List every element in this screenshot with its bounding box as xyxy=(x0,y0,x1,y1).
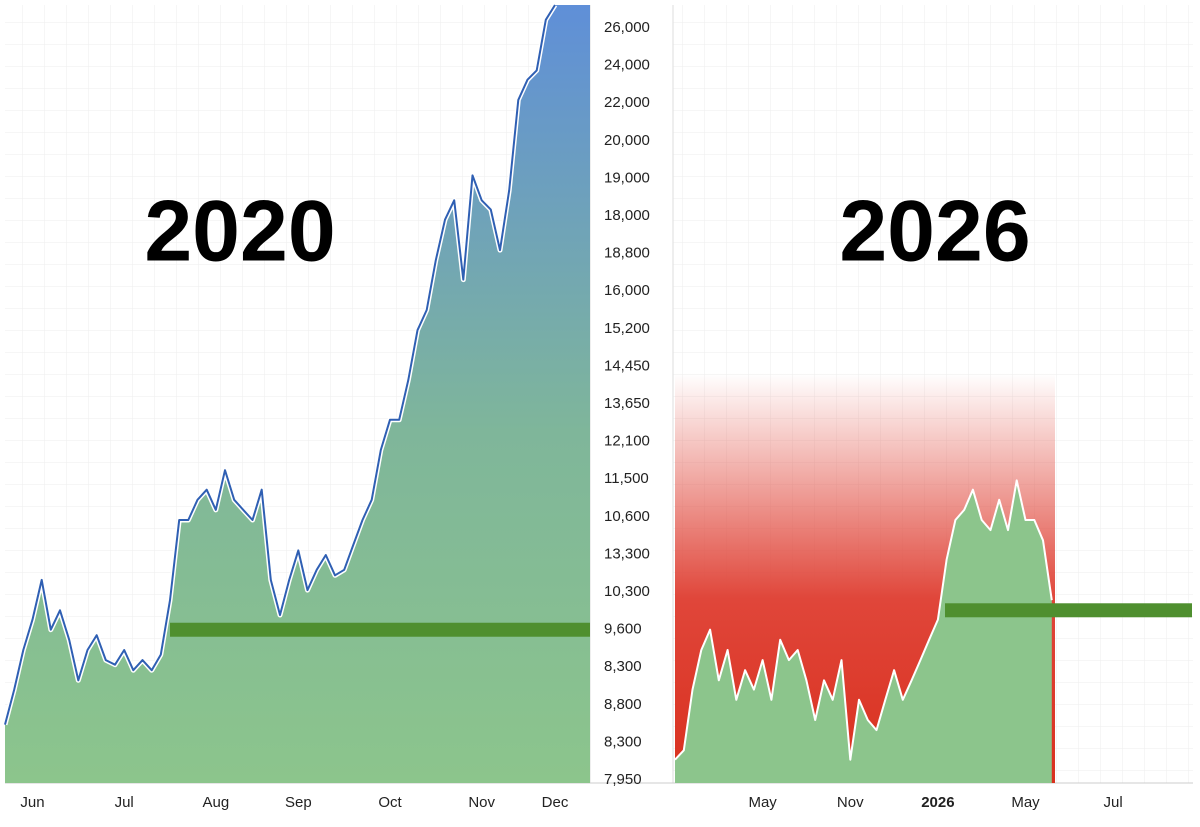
y-tick-label: 8,300 xyxy=(604,733,642,750)
x-tick-label: May xyxy=(748,794,777,811)
x-tick-label: Aug xyxy=(202,794,229,811)
y-tick-label: 12,100 xyxy=(604,433,650,450)
x-tick-label: 2026 xyxy=(921,794,954,811)
y-tick-label: 15,200 xyxy=(604,320,650,337)
y-tick-label: 20,000 xyxy=(604,132,650,149)
x-tick-label: Nov xyxy=(468,794,495,811)
area-fill xyxy=(675,480,1052,783)
area-fill xyxy=(5,5,590,783)
x-tick-label: May xyxy=(1011,794,1040,811)
x-tick-label: Dec xyxy=(542,794,569,811)
y-tick-label: 26,000 xyxy=(604,19,650,36)
y-tick-label: 24,000 xyxy=(604,57,650,74)
y-tick-label: 13,650 xyxy=(604,395,650,412)
line xyxy=(674,479,1053,761)
reference-band xyxy=(945,603,1192,618)
y-tick-label: 9,600 xyxy=(604,621,642,638)
y-tick-label: 18,000 xyxy=(604,207,650,224)
x-tick-label: Jul xyxy=(1104,794,1123,811)
y-tick-label: 8,800 xyxy=(604,696,642,713)
y-tick-label: 19,000 xyxy=(604,169,650,186)
y-tick-label: 11,500 xyxy=(604,470,649,487)
x-tick-label: Nov xyxy=(837,794,864,811)
y-tick-label: 22,000 xyxy=(604,94,650,111)
y-tick-label: 18,800 xyxy=(604,245,650,262)
x-tick-label: Jun xyxy=(20,794,44,811)
reference-band xyxy=(170,622,590,637)
y-tick-label: 7,950 xyxy=(604,771,642,788)
chart-title: 2026 xyxy=(839,184,1030,280)
line xyxy=(4,4,556,725)
x-tick-label: Jul xyxy=(115,794,134,811)
chart-title: 2020 xyxy=(144,184,335,280)
y-tick-label: 14,450 xyxy=(604,357,650,374)
y-tick-label: 13,300 xyxy=(604,545,650,562)
x-tick-label: Oct xyxy=(378,794,402,811)
y-tick-label: 10,600 xyxy=(604,508,650,525)
y-tick-label: 10,300 xyxy=(604,583,650,600)
y-tick-label: 8,300 xyxy=(604,658,642,675)
y-tick-label: 16,000 xyxy=(604,282,650,299)
x-tick-label: Sep xyxy=(285,794,312,811)
